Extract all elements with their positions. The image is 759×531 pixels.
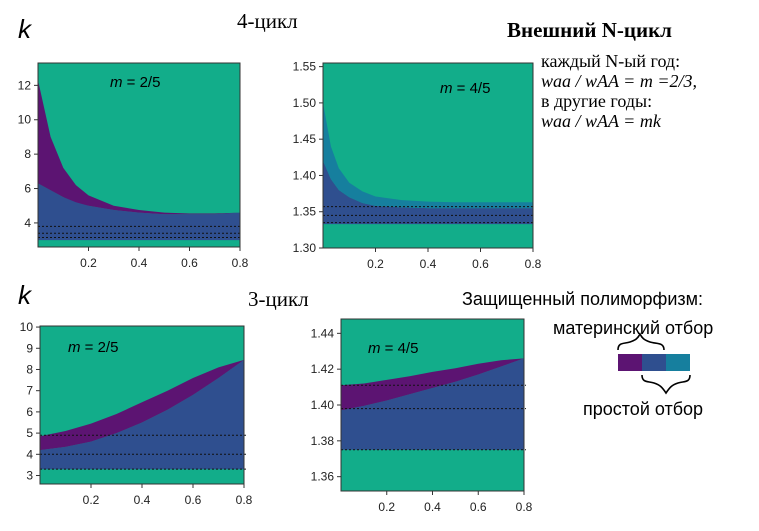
x-tick-label: 0.8 xyxy=(516,500,533,514)
y-tick-label: 4 xyxy=(26,447,33,461)
legend-swatch-navy xyxy=(642,354,666,371)
y-tick-label: 12 xyxy=(18,78,32,92)
annotation-m-value: = 2/5 xyxy=(81,339,119,356)
legend-maternal-label: материнский отбор xyxy=(553,318,714,338)
y-tick-label: 1.50 xyxy=(293,96,317,110)
y-tick-label: 1.44 xyxy=(311,326,335,340)
k-axis-label-top: k xyxy=(18,14,31,44)
cycle3-title: 3-цикл xyxy=(248,287,309,311)
x-tick-label: 0.8 xyxy=(236,493,253,507)
y-tick-label: 7 xyxy=(26,384,33,398)
external-cycle-title: Внешний N-цикл xyxy=(507,18,672,42)
x-tick-label: 0.2 xyxy=(83,493,100,507)
legend-graphic xyxy=(617,332,691,395)
region-navy xyxy=(323,160,533,225)
chart-4cycle-m25: m = 2/5 0.2 0.4 0.6 0.8 4 6 8 10 12 xyxy=(18,62,249,270)
legend-simple-label: простой отбор xyxy=(583,399,704,419)
y-tick-label: 9 xyxy=(26,341,33,355)
y-tick-label: 1.36 xyxy=(311,470,335,484)
rule-line-2-text: waa / wAA = m =2/3, xyxy=(541,71,697,91)
y-tick-label: 5 xyxy=(26,426,33,440)
brace-maternal xyxy=(617,332,665,351)
legend-swatch-purple xyxy=(618,354,642,371)
annotation-m-value: = 2/5 xyxy=(123,74,161,91)
y-tick-label: 8 xyxy=(26,362,33,376)
y-tick-label: 8 xyxy=(24,147,31,161)
x-tick-label: 0.4 xyxy=(131,256,148,270)
region-navy xyxy=(341,358,524,450)
cycle4-title: 4-цикл xyxy=(237,9,298,33)
x-tick-label: 0.6 xyxy=(472,257,489,271)
legend-title: Защищенный полиморфизм: xyxy=(462,289,704,309)
rule-line-4: waa / wAA = mk xyxy=(541,111,661,131)
x-tick-label: 0.6 xyxy=(181,256,198,270)
k-axis-label-bottom: k xyxy=(18,280,31,310)
x-tick-label: 0.6 xyxy=(185,493,202,507)
x-tick-label: 0.2 xyxy=(367,257,384,271)
chart-3cycle-m25: m = 2/5 0.2 0.4 0.6 0.8 3 4 5 6 7 8 9 10 xyxy=(20,320,253,507)
rule-line-1: каждый N-ый год: xyxy=(541,51,681,71)
x-tick-label: 0.8 xyxy=(232,256,249,270)
y-tick-label: 1.30 xyxy=(293,241,317,255)
y-tick-label: 1.35 xyxy=(293,205,317,219)
y-tick-label: 1.38 xyxy=(311,434,335,448)
annotation-m-value: = 4/5 xyxy=(453,80,491,97)
annotation-m-symbol: m xyxy=(368,340,381,357)
chart-4cycle-m45: m = 4/5 0.2 0.4 0.6 0.8 1.30 1.35 1.40 1.45 1.50 1… xyxy=(293,60,542,271)
brace-simple xyxy=(641,374,691,395)
y-tick-label: 1.40 xyxy=(311,398,335,412)
x-tick-label: 0.4 xyxy=(134,493,151,507)
rule-line-4-text: waa / wAA = mk xyxy=(541,111,661,131)
annotation-m-symbol: m xyxy=(110,74,123,91)
x-tick-label: 0.2 xyxy=(80,256,97,270)
rule-line-2: waa / wAA = m =2/3, xyxy=(541,71,697,91)
legend-swatch-teal xyxy=(666,354,690,371)
region-navy xyxy=(40,359,244,470)
y-tick-label: 4 xyxy=(24,216,31,230)
y-tick-label: 1.45 xyxy=(293,132,317,146)
y-tick-label: 6 xyxy=(26,405,33,419)
region-purple xyxy=(341,358,524,411)
y-tick-label: 1.40 xyxy=(293,168,317,182)
annotation-m: m = 4/5 xyxy=(368,340,418,357)
x-tick-label: 0.6 xyxy=(470,500,487,514)
annotation-m-symbol: m xyxy=(68,339,81,356)
y-tick-label: 1.42 xyxy=(311,362,335,376)
annotation-m-symbol: m xyxy=(440,80,453,97)
annotation-m: m = 2/5 xyxy=(68,339,118,356)
region-navy xyxy=(38,183,240,241)
x-tick-label: 0.8 xyxy=(525,257,542,271)
y-tick-label: 10 xyxy=(20,320,34,334)
y-tick-label: 6 xyxy=(24,182,31,196)
annotation-m-value: = 4/5 xyxy=(381,340,419,357)
annotation-m: m = 4/5 xyxy=(440,80,490,97)
x-tick-label: 0.4 xyxy=(424,500,441,514)
y-tick-label: 1.55 xyxy=(293,60,317,74)
chart-3cycle-m45: m = 4/5 0.2 0.4 0.6 0.8 1.36 1.38 1.40 1.42 1.44 xyxy=(311,318,533,514)
annotation-m: m = 2/5 xyxy=(110,74,160,91)
y-tick-label: 3 xyxy=(26,469,33,483)
x-tick-label: 0.2 xyxy=(378,500,395,514)
region-purple xyxy=(40,359,244,451)
y-tick-label: 10 xyxy=(18,113,32,127)
x-tick-label: 0.4 xyxy=(420,257,437,271)
rule-line-3: в другие годы: xyxy=(541,91,653,111)
